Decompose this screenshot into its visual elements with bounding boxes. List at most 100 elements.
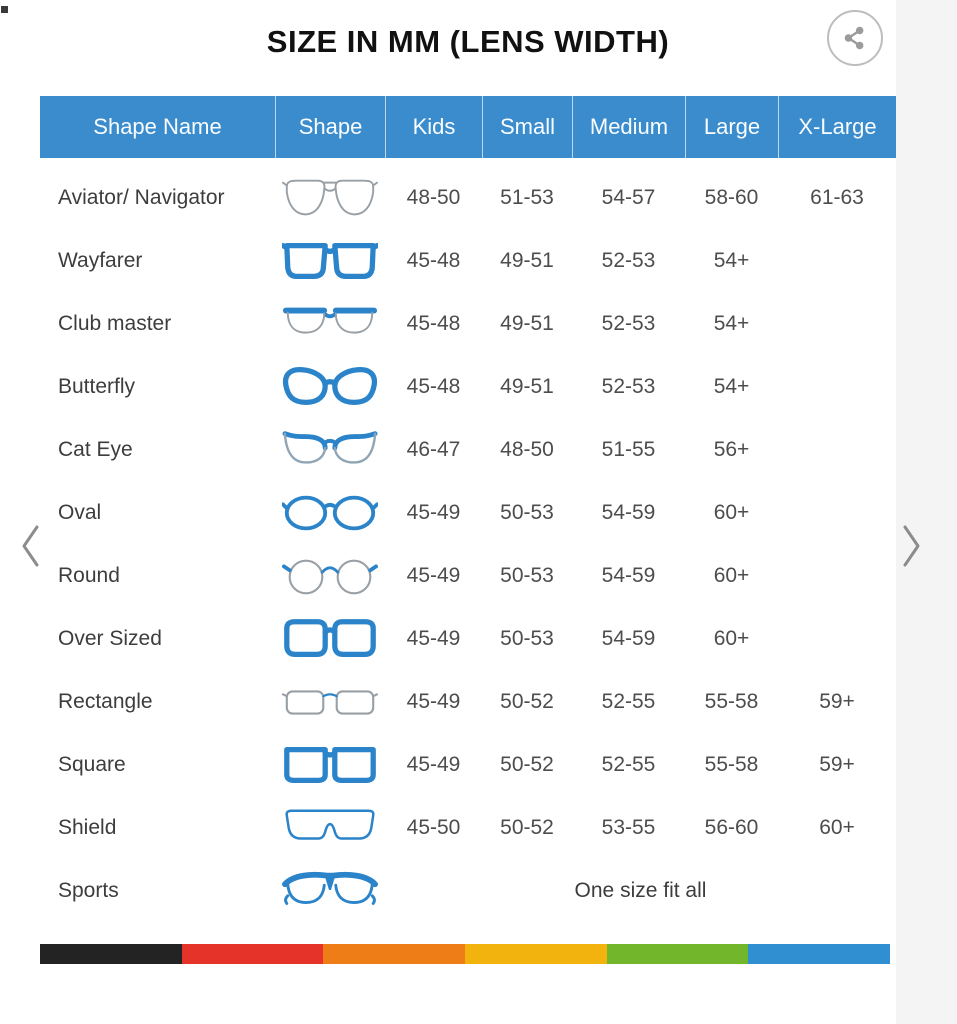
square-glasses-icon [275, 741, 385, 789]
shape-name: Sports [58, 878, 119, 902]
table-row: Oval 45-49 50-53 54-59 60+ [40, 481, 896, 544]
table-row: Aviator/ Navigator 48-50 51-53 54-57 58-60 6… [40, 166, 896, 229]
right-gutter [896, 0, 957, 1024]
size-kids: 45-50 [406, 815, 461, 839]
size-medium: 54-57 [601, 185, 656, 209]
table-row: Club master 45-48 49-51 52-53 54+ [40, 292, 896, 355]
stripe-segment [606, 944, 749, 964]
shape-name: Aviator/ Navigator [58, 185, 225, 209]
shape-name: Round [58, 563, 120, 587]
table-row: Butterfly 45-48 49-51 52-53 54+ [40, 355, 896, 418]
size-xlarge: 59+ [819, 689, 855, 713]
size-kids: 45-49 [406, 500, 461, 524]
footer-stripe [40, 944, 891, 964]
size-medium: 53-55 [601, 815, 656, 839]
size-medium: 51-55 [601, 437, 656, 461]
size-small: 50-53 [500, 626, 554, 650]
size-small: 49-51 [500, 311, 554, 335]
size-large: 54+ [713, 311, 750, 335]
size-chart-table: Shape Name Shape Kids Small Medium Large… [40, 96, 896, 922]
size-xlarge: 60+ [819, 815, 855, 839]
share-icon [844, 26, 864, 50]
header-shape-name: Shape Name [93, 114, 222, 139]
size-large: 55-58 [704, 689, 759, 713]
size-medium: 54-59 [601, 626, 656, 650]
table-row: Wayfarer 45-48 49-51 52-53 54+ [40, 229, 896, 292]
wayfarer-glasses-icon [275, 237, 385, 285]
one-size-label: One size fit all [574, 878, 707, 902]
size-medium: 52-55 [601, 689, 656, 713]
size-kids: 45-48 [406, 311, 461, 335]
stripe-segment [40, 944, 182, 964]
size-kids: 45-49 [406, 626, 461, 650]
corner-mark [1, 6, 8, 13]
shape-name: Butterfly [58, 374, 136, 398]
size-small: 49-51 [500, 248, 554, 272]
shape-name: Square [58, 752, 126, 776]
table-row: Square 45-49 50-52 52-55 55-58 59+ [40, 733, 896, 796]
size-small: 51-53 [500, 185, 554, 209]
shape-name: Club master [58, 311, 172, 335]
page-title: SIZE IN MM (LENS WIDTH) [266, 24, 670, 59]
size-large: 55-58 [704, 752, 759, 776]
size-xlarge: 59+ [819, 752, 855, 776]
oversized-glasses-icon [275, 615, 385, 663]
table-row: Shield 45-50 50-52 53-55 56-60 60+ [40, 796, 896, 859]
table-row: Sports One size fit all [40, 859, 896, 922]
share-button[interactable] [827, 10, 883, 66]
size-large: 60+ [713, 626, 750, 650]
chevron-left-icon [22, 525, 39, 567]
header-shape: Shape [275, 96, 385, 158]
sports-glasses-icon [275, 867, 385, 915]
table-row: Over Sized 45-49 50-53 54-59 60+ [40, 607, 896, 670]
prev-button[interactable] [14, 520, 48, 572]
size-large: 60+ [713, 500, 750, 524]
aviator-glasses-icon [275, 174, 385, 222]
size-small: 50-53 [500, 500, 554, 524]
table-body: Aviator/ Navigator 48-50 51-53 54-57 58-60 6… [40, 158, 896, 922]
size-kids: 45-49 [406, 689, 461, 713]
size-small: 50-52 [500, 689, 554, 713]
size-medium: 52-53 [601, 248, 656, 272]
shape-name: Shield [58, 815, 117, 839]
shape-name: Over Sized [58, 626, 162, 650]
cateye-glasses-icon [275, 426, 385, 474]
shield-glasses-icon [275, 804, 385, 852]
rectangle-glasses-icon [275, 678, 385, 726]
stripe-segment [748, 944, 891, 964]
header-small: Small [482, 96, 572, 158]
stripe-segment [323, 944, 466, 964]
table-row: Cat Eye 46-47 48-50 51-55 56+ [40, 418, 896, 481]
table-row: Rectangle 45-49 50-52 52-55 55-58 59+ [40, 670, 896, 733]
size-large: 58-60 [704, 185, 759, 209]
table-row: Round 45-49 50-53 54-59 60+ [40, 544, 896, 607]
size-large: 56+ [713, 437, 750, 461]
next-button[interactable] [894, 520, 928, 572]
size-medium: 52-53 [601, 374, 656, 398]
oval-glasses-icon [275, 489, 385, 537]
chevron-right-icon [903, 525, 920, 567]
header-large: Large [685, 96, 778, 158]
round-glasses-icon [275, 552, 385, 600]
size-small: 50-53 [500, 563, 554, 587]
size-kids: 48-50 [406, 185, 461, 209]
size-large: 56-60 [704, 815, 759, 839]
shape-name: Rectangle [58, 689, 153, 713]
shape-name: Wayfarer [58, 248, 143, 272]
clubmaster-glasses-icon [275, 300, 385, 348]
size-medium: 52-53 [601, 311, 656, 335]
size-small: 50-52 [500, 752, 554, 776]
size-small: 50-52 [500, 815, 554, 839]
size-large: 54+ [713, 374, 750, 398]
size-small: 49-51 [500, 374, 554, 398]
size-kids: 45-48 [406, 374, 461, 398]
shape-name: Oval [58, 500, 102, 524]
size-large: 60+ [713, 563, 750, 587]
size-xlarge: 61-63 [810, 185, 864, 209]
stripe-segment [465, 944, 607, 964]
size-kids: 45-49 [406, 752, 461, 776]
size-medium: 54-59 [601, 500, 656, 524]
header-xlarge: X-Large [778, 96, 896, 158]
table-header: Shape Name Shape Kids Small Medium Large… [40, 96, 896, 158]
size-kids: 45-48 [406, 248, 461, 272]
